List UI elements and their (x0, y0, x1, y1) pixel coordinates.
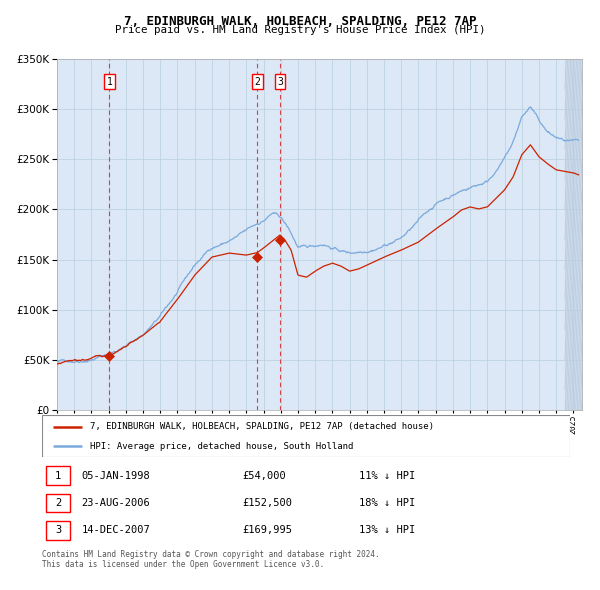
Text: 3: 3 (55, 525, 61, 535)
Text: 7, EDINBURGH WALK, HOLBEACH, SPALDING, PE12 7AP: 7, EDINBURGH WALK, HOLBEACH, SPALDING, P… (124, 15, 476, 28)
Text: 3: 3 (277, 77, 283, 87)
Text: 2: 2 (55, 498, 61, 508)
Text: 23-AUG-2006: 23-AUG-2006 (82, 498, 151, 508)
FancyBboxPatch shape (46, 466, 70, 485)
Text: 18% ↓ HPI: 18% ↓ HPI (359, 498, 415, 508)
Text: 1: 1 (106, 77, 112, 87)
FancyBboxPatch shape (46, 494, 70, 512)
Text: 13% ↓ HPI: 13% ↓ HPI (359, 525, 415, 535)
FancyBboxPatch shape (46, 521, 70, 540)
Text: £54,000: £54,000 (242, 471, 286, 481)
Text: 14-DEC-2007: 14-DEC-2007 (82, 525, 151, 535)
Text: HPI: Average price, detached house, South Holland: HPI: Average price, detached house, Sout… (89, 442, 353, 451)
Text: 05-JAN-1998: 05-JAN-1998 (82, 471, 151, 481)
Text: Contains HM Land Registry data © Crown copyright and database right 2024.
This d: Contains HM Land Registry data © Crown c… (42, 550, 380, 569)
Text: Price paid vs. HM Land Registry's House Price Index (HPI): Price paid vs. HM Land Registry's House … (115, 25, 485, 35)
Text: £169,995: £169,995 (242, 525, 293, 535)
Text: £152,500: £152,500 (242, 498, 293, 508)
Text: 2: 2 (254, 77, 260, 87)
Text: 7, EDINBURGH WALK, HOLBEACH, SPALDING, PE12 7AP (detached house): 7, EDINBURGH WALK, HOLBEACH, SPALDING, P… (89, 422, 434, 431)
Text: 11% ↓ HPI: 11% ↓ HPI (359, 471, 415, 481)
Text: 1: 1 (55, 471, 61, 481)
